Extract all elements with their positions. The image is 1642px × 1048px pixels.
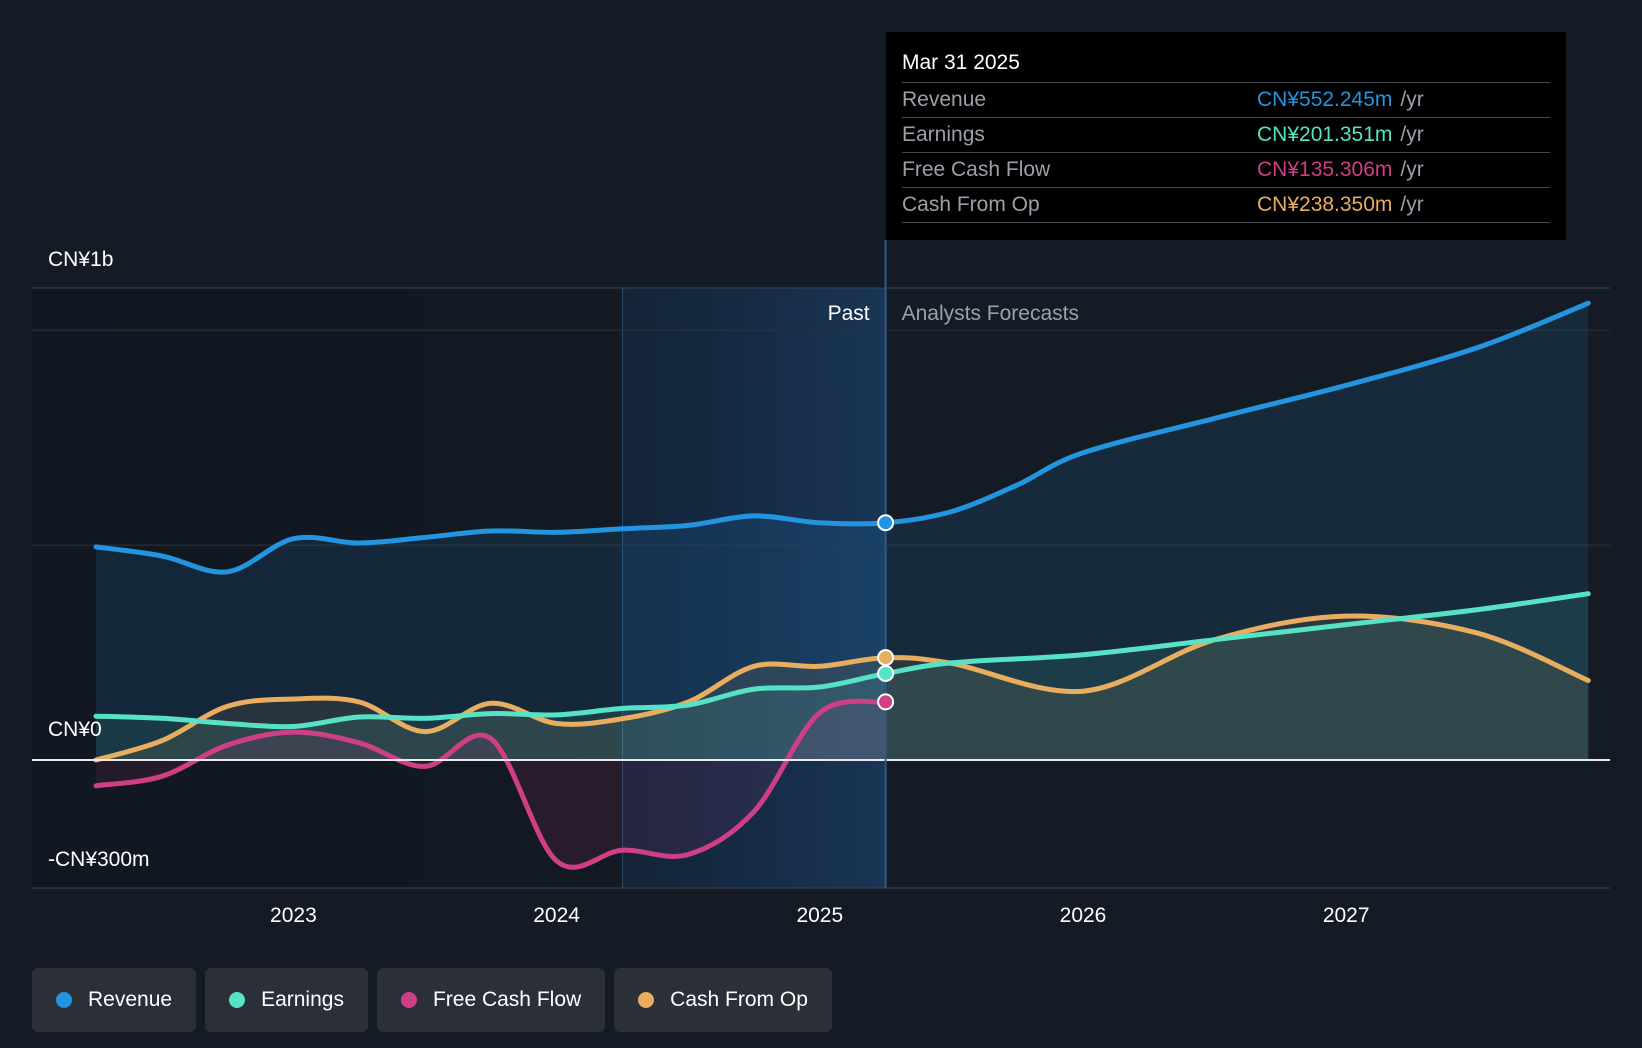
legend-label: Free Cash Flow bbox=[432, 988, 582, 1011]
legend-dot-icon bbox=[400, 992, 417, 1008]
revenue-area bbox=[96, 303, 1589, 760]
legend: Revenue Earnings Free Cash Flow Cash Fro… bbox=[32, 968, 832, 1032]
free-cash-flow-marker bbox=[877, 693, 895, 711]
free-cash-flow-area bbox=[96, 701, 886, 868]
tooltip-label: Revenue bbox=[902, 88, 987, 111]
cash-from-op-area bbox=[96, 615, 1589, 760]
tooltip-value: CN¥552.245m bbox=[1257, 88, 1393, 111]
earnings-line bbox=[93, 591, 1591, 730]
tooltip-row-cash-from-op: Cash From Op CN¥238.350m /yr bbox=[902, 188, 1550, 223]
tooltip-unit: /yr bbox=[1400, 88, 1424, 111]
earnings-area bbox=[96, 593, 1589, 760]
tooltip-value: CN¥201.351m bbox=[1257, 123, 1393, 146]
past-label: Past bbox=[828, 302, 870, 325]
tooltip-label: Earnings bbox=[902, 123, 985, 146]
legend-dot-icon bbox=[56, 992, 72, 1008]
free-cash-flow-line bbox=[93, 698, 889, 870]
tooltip-unit: /yr bbox=[1400, 158, 1424, 181]
tooltip-value: CN¥238.350m bbox=[1257, 193, 1393, 216]
chart: CN¥1b CN¥0 -CN¥300m 2023 2024 2025 2026 2027 Pas… bbox=[32, 240, 1610, 927]
cash-from-op-line bbox=[93, 613, 1591, 763]
x-tick-label: 2024 bbox=[533, 904, 580, 927]
legend-dot-icon bbox=[638, 992, 655, 1008]
legend-item-free-cash-flow[interactable]: Free Cash Flow bbox=[376, 968, 606, 1032]
legend-item-cash-from-op[interactable]: Cash From Op bbox=[614, 968, 832, 1032]
y-tick-label: CN¥0 bbox=[48, 718, 102, 741]
revenue-marker bbox=[877, 514, 895, 532]
legend-label: Revenue bbox=[88, 988, 173, 1011]
y-tick-label: -CN¥300m bbox=[48, 848, 150, 871]
tooltip-unit: /yr bbox=[1400, 123, 1424, 146]
legend-item-revenue[interactable]: Revenue bbox=[32, 968, 197, 1032]
tooltip-label: Free Cash Flow bbox=[902, 158, 1051, 181]
x-tick-label: 2026 bbox=[1060, 904, 1107, 927]
revenue-line bbox=[93, 300, 1591, 575]
tooltip: Mar 31 2025 Revenue CN¥552.245m /yr Earn… bbox=[886, 32, 1566, 240]
tooltip-row-earnings: Earnings CN¥201.351m /yr bbox=[902, 118, 1550, 153]
x-tick-label: 2023 bbox=[270, 904, 317, 927]
tooltip-unit: /yr bbox=[1400, 193, 1424, 216]
legend-dot-icon bbox=[229, 992, 246, 1008]
tooltip-row-free-cash-flow: Free Cash Flow CN¥135.306m /yr bbox=[902, 153, 1550, 188]
legend-label: Cash From Op bbox=[670, 988, 808, 1011]
legend-label: Earnings bbox=[261, 988, 344, 1011]
tooltip-value: CN¥135.306m bbox=[1257, 158, 1393, 181]
tooltip-date: Mar 31 2025 bbox=[902, 46, 1550, 83]
earnings-marker bbox=[877, 664, 895, 682]
cash-from-op-marker bbox=[877, 649, 895, 667]
highlight-region bbox=[622, 288, 886, 888]
tooltip-label: Cash From Op bbox=[902, 193, 1040, 216]
y-tick-label: CN¥1b bbox=[48, 248, 113, 271]
x-tick-label: 2025 bbox=[796, 904, 843, 927]
tooltip-row-revenue: Revenue CN¥552.245m /yr bbox=[902, 83, 1550, 118]
forecast-label: Analysts Forecasts bbox=[902, 302, 1079, 325]
legend-item-earnings[interactable]: Earnings bbox=[205, 968, 368, 1032]
x-tick-label: 2027 bbox=[1323, 904, 1370, 927]
